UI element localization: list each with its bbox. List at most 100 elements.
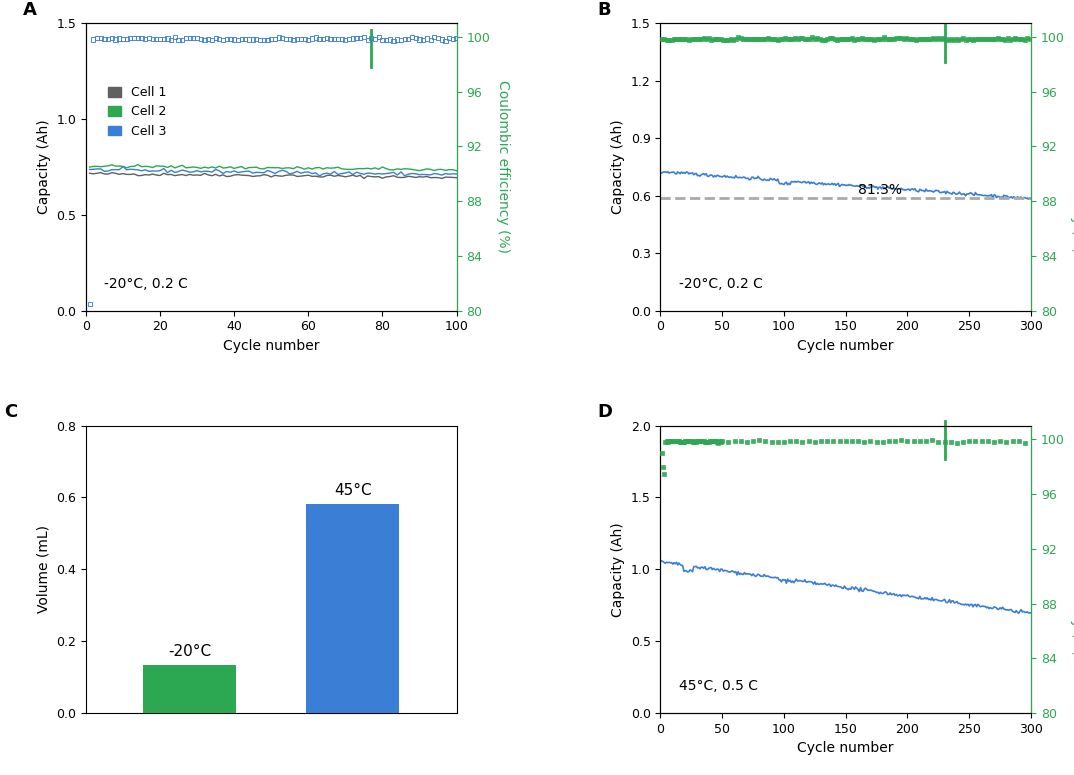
X-axis label: Cycle number: Cycle number: [798, 339, 894, 353]
Point: [787, 436, 804, 448]
Point: [877, 33, 895, 46]
Point: [836, 33, 853, 46]
Point: [211, 33, 228, 45]
Point: [757, 435, 774, 447]
Point: [155, 33, 172, 45]
Point: [304, 33, 321, 45]
Point: [289, 33, 306, 45]
Point: [866, 34, 883, 46]
Point: [908, 34, 925, 46]
Text: D: D: [597, 403, 612, 421]
Point: [174, 34, 191, 46]
Point: [111, 33, 128, 45]
Point: [712, 436, 729, 448]
Point: [979, 33, 997, 45]
Point: [657, 436, 674, 448]
Point: [759, 33, 777, 45]
Point: [856, 436, 873, 448]
Point: [330, 33, 347, 45]
Point: [837, 435, 854, 447]
Point: [710, 436, 727, 449]
Point: [663, 34, 680, 46]
Point: [863, 33, 881, 45]
Point: [955, 436, 972, 448]
Point: [967, 33, 984, 45]
Text: 45°C, 0.5 C: 45°C, 0.5 C: [679, 679, 758, 693]
Point: [979, 435, 997, 447]
Point: [974, 33, 991, 45]
Point: [400, 33, 417, 45]
Point: [726, 435, 743, 447]
Point: [433, 33, 450, 46]
Point: [824, 32, 841, 44]
Point: [892, 434, 910, 446]
Point: [920, 33, 938, 45]
Point: [1014, 33, 1031, 46]
Point: [976, 33, 993, 45]
Point: [848, 33, 866, 46]
Point: [88, 32, 105, 44]
Point: [668, 33, 685, 46]
Point: [170, 34, 187, 46]
Point: [917, 436, 934, 448]
Point: [344, 33, 361, 45]
Point: [425, 31, 442, 43]
Point: [151, 33, 169, 45]
Point: [957, 34, 974, 46]
Point: [942, 436, 959, 448]
Point: [285, 34, 302, 46]
Point: [746, 33, 764, 46]
Point: [683, 33, 700, 45]
Point: [930, 32, 947, 44]
Point: [710, 33, 727, 45]
Point: [972, 33, 989, 45]
Point: [700, 436, 717, 448]
Point: [948, 437, 966, 450]
Point: [667, 435, 684, 447]
Point: [843, 32, 860, 44]
Point: [248, 33, 265, 45]
Point: [697, 436, 714, 448]
Legend: Cell 1, Cell 2, Cell 3: Cell 1, Cell 2, Cell 3: [103, 81, 171, 143]
Point: [121, 32, 139, 44]
Point: [715, 33, 732, 46]
Point: [693, 33, 710, 45]
Point: [1019, 32, 1036, 44]
Point: [678, 435, 695, 447]
Point: [688, 435, 706, 447]
Text: -20°C, 0.2 C: -20°C, 0.2 C: [104, 277, 188, 291]
Point: [890, 32, 908, 44]
Point: [807, 33, 824, 46]
Point: [740, 33, 757, 45]
Point: [1001, 33, 1018, 46]
Point: [233, 33, 250, 45]
Point: [195, 33, 213, 46]
Point: [266, 33, 284, 45]
Point: [708, 33, 725, 45]
Point: [807, 436, 824, 448]
Point: [751, 434, 768, 446]
Point: [905, 33, 923, 45]
Point: [800, 435, 817, 447]
Point: [189, 33, 206, 45]
Point: [351, 32, 368, 44]
Point: [786, 32, 803, 44]
Point: [366, 33, 383, 45]
Point: [162, 33, 179, 46]
Point: [938, 33, 955, 46]
Y-axis label: Volume (mL): Volume (mL): [37, 525, 50, 613]
Point: [661, 33, 678, 46]
Point: [655, 467, 672, 480]
Point: [691, 33, 708, 45]
Point: [277, 33, 294, 46]
Point: [910, 33, 927, 45]
Point: [670, 435, 687, 447]
Point: [411, 33, 429, 46]
Point: [799, 33, 816, 45]
Point: [777, 32, 794, 44]
Point: [779, 33, 796, 45]
Point: [685, 436, 702, 448]
Point: [389, 33, 406, 46]
Point: [959, 33, 976, 45]
Point: [1008, 33, 1026, 46]
